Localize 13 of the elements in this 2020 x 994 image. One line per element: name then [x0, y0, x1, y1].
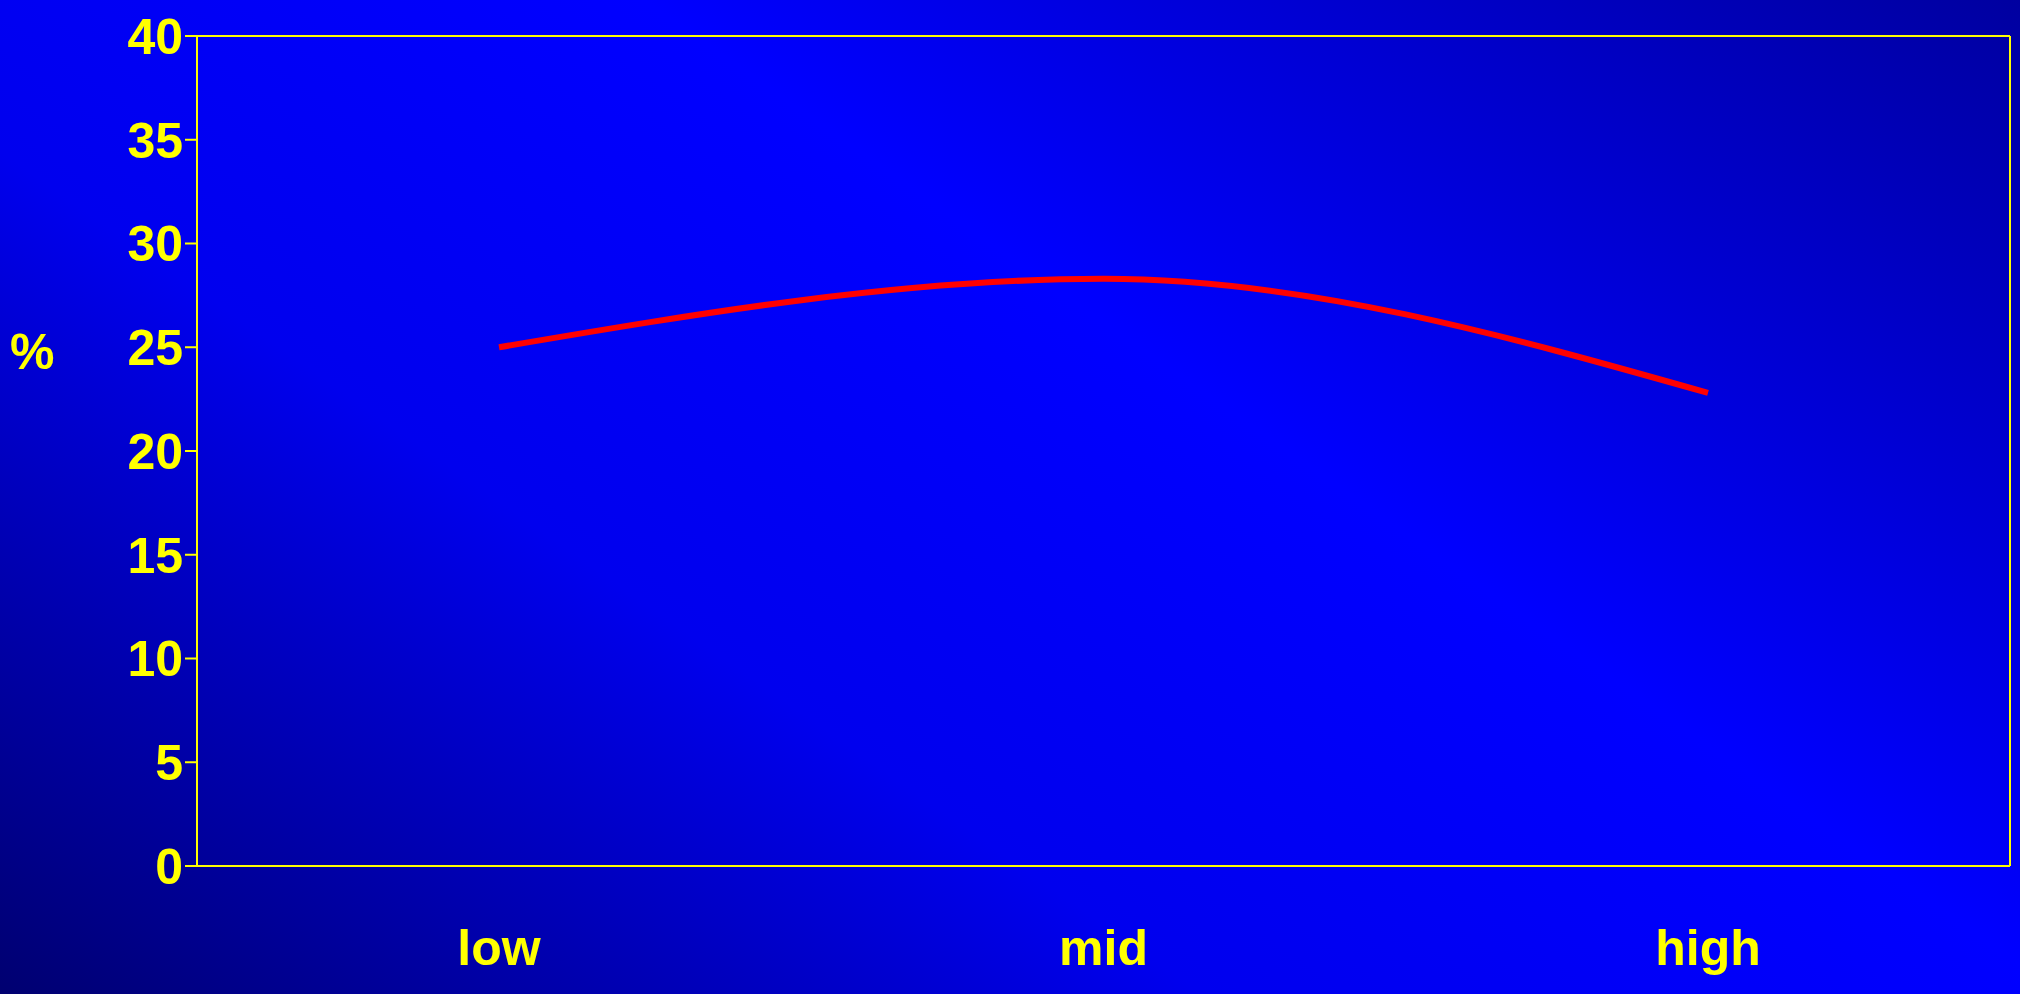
- y-tick-label: 30: [127, 216, 183, 273]
- y-tick-label: 15: [127, 527, 183, 584]
- y-tick-label: 5: [155, 735, 183, 791]
- y-tick-label: 20: [127, 423, 183, 480]
- y-tick-label: 40: [127, 8, 183, 65]
- x-tick-label: low: [457, 919, 541, 976]
- y-axis-title: %: [10, 323, 55, 380]
- x-tick-label: mid: [1059, 919, 1148, 976]
- y-tick-label: 35: [127, 112, 183, 169]
- y-tick-label: 10: [127, 631, 183, 688]
- y-tick-label: 0: [155, 838, 183, 895]
- y-tick-label: 25: [127, 320, 183, 376]
- x-tick-label: high: [1655, 919, 1761, 976]
